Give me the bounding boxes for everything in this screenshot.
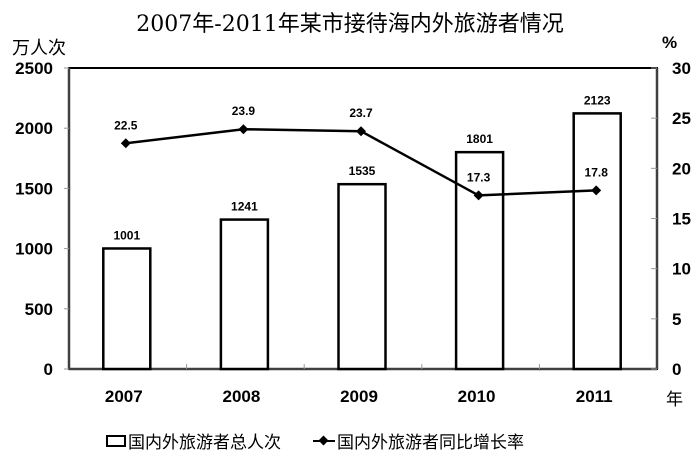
x-tick-label: 2007 bbox=[105, 387, 143, 406]
diamond-marker-icon bbox=[591, 185, 602, 196]
diamond-marker-icon bbox=[120, 138, 131, 149]
left-tick-label: 2500 bbox=[15, 59, 53, 78]
x-tick-label: 2009 bbox=[340, 387, 378, 406]
diamond-marker-icon bbox=[473, 190, 484, 201]
legend-item-line: 国内外旅游者同比增长率 bbox=[313, 428, 524, 453]
right-tick-label: 0 bbox=[672, 360, 681, 379]
legend-bar-swatch-icon bbox=[106, 434, 126, 447]
diamond-marker-icon bbox=[238, 124, 249, 135]
legend-line-diamond-icon bbox=[313, 435, 335, 447]
line-value-label: 22.5 bbox=[114, 118, 138, 132]
right-tick-label: 25 bbox=[672, 109, 691, 128]
line-value-label: 17.8 bbox=[585, 165, 609, 179]
right-axis-unit: % bbox=[662, 33, 678, 52]
right-tick-label: 20 bbox=[672, 159, 691, 178]
x-tick-label: 2008 bbox=[222, 387, 260, 406]
right-tick-label: 15 bbox=[672, 210, 691, 229]
diamond-marker-icon bbox=[356, 126, 366, 137]
legend-item-bar: 国内外旅游者总人次 bbox=[106, 428, 281, 453]
left-tick-label: 1000 bbox=[15, 240, 53, 259]
bar-value-label: 1801 bbox=[466, 132, 493, 146]
bar bbox=[337, 182, 387, 371]
left-tick-label: 500 bbox=[25, 300, 53, 319]
bar-value-label: 1535 bbox=[349, 164, 376, 178]
right-tick-label: 30 bbox=[672, 59, 691, 78]
bar bbox=[102, 247, 152, 371]
legend-bar-label: 国内外旅游者总人次 bbox=[128, 433, 281, 453]
bar bbox=[572, 112, 622, 371]
bar bbox=[219, 218, 270, 371]
bar-value-label: 1001 bbox=[113, 228, 140, 242]
x-tick-label: 2011 bbox=[576, 387, 613, 406]
chart-title: 2007年-2011年某市接待海内外旅游者情况 bbox=[136, 12, 564, 37]
x-axis-unit: 年 bbox=[666, 390, 683, 410]
left-tick-label: 1500 bbox=[15, 179, 53, 198]
left-axis-unit: 万人次 bbox=[12, 38, 66, 59]
bar-value-label: 1241 bbox=[231, 200, 258, 214]
line-value-label: 23.7 bbox=[349, 106, 373, 120]
left-tick-label: 2000 bbox=[15, 119, 53, 138]
left-tick-label: 0 bbox=[44, 360, 53, 379]
legend: 国内外旅游者总人次 国内外旅游者同比增长率 bbox=[0, 428, 700, 453]
bar bbox=[454, 150, 505, 371]
legend-line-label: 国内外旅游者同比增长率 bbox=[337, 433, 524, 453]
bar-value-label: 2123 bbox=[584, 93, 611, 107]
x-tick-label: 2010 bbox=[458, 387, 496, 406]
right-tick-label: 5 bbox=[672, 310, 681, 329]
line-value-label: 23.9 bbox=[232, 104, 256, 118]
right-tick-label: 10 bbox=[672, 260, 691, 279]
line-value-label: 17.3 bbox=[467, 170, 491, 184]
